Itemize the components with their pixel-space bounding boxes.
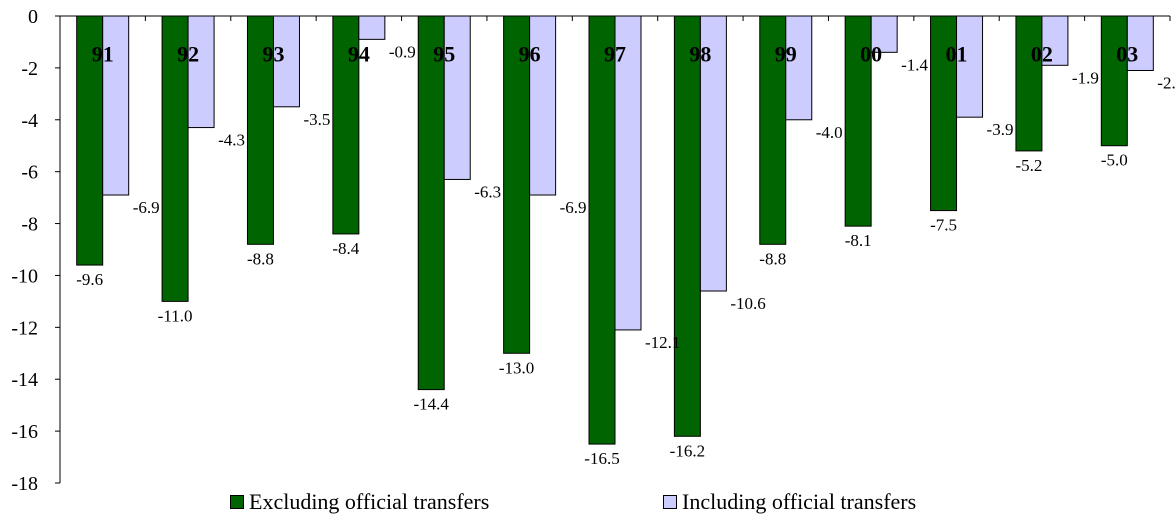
category-label: 97 (604, 41, 626, 66)
chart-legend: Excluding official transfers Including o… (0, 489, 1176, 519)
bar-including (102, 15, 130, 196)
bar-excluding (161, 15, 189, 302)
category-label: 99 (775, 41, 797, 66)
category-label: 02 (1031, 41, 1053, 66)
data-label-excluding: -9.6 (76, 270, 103, 289)
data-label-including: -10.6 (730, 294, 765, 313)
bar-excluding (844, 15, 872, 227)
data-label-including: -6.9 (133, 198, 160, 217)
category-label: 96 (519, 41, 541, 66)
y-tick-label: -6 (21, 162, 38, 184)
y-tick-label: -12 (11, 317, 38, 339)
category-label: 03 (1116, 41, 1138, 66)
bar-excluding (673, 15, 701, 437)
data-label-excluding: -8.8 (247, 249, 274, 268)
bar-including (614, 15, 642, 331)
bar-including (1126, 15, 1154, 71)
data-label-excluding: -16.5 (584, 449, 619, 468)
y-tick-label: -10 (11, 265, 38, 287)
data-label-including: -6.3 (474, 182, 501, 201)
data-label-including: -0.9 (389, 42, 416, 61)
bar-including (358, 15, 386, 40)
bar-excluding (503, 15, 531, 354)
bar-excluding (332, 15, 360, 235)
category-label: 94 (348, 41, 370, 66)
data-label-excluding: -16.2 (670, 441, 705, 460)
data-label-including: -12.1 (645, 333, 680, 352)
data-label-excluding: -11.0 (158, 306, 193, 325)
category-label: 01 (946, 41, 968, 66)
data-label-excluding: -8.4 (332, 239, 359, 258)
y-tick-label: -16 (11, 421, 38, 443)
legend-swatch-excluding (230, 495, 244, 509)
bar-including (187, 15, 215, 129)
y-tick-label: -14 (11, 369, 38, 391)
data-label-including: -3.9 (987, 120, 1014, 139)
legend-label-including: Including official transfers (682, 489, 917, 514)
data-label-excluding: -8.8 (759, 249, 786, 268)
category-label: 95 (433, 41, 455, 66)
category-label: 93 (262, 41, 284, 66)
bar-excluding (759, 15, 787, 245)
category-label: 00 (860, 41, 882, 66)
y-tick-label: -8 (21, 214, 38, 236)
data-label-including: -4.0 (816, 123, 843, 142)
bar-including (443, 15, 471, 180)
chart-labels: -9.6 -6.9 91 -11.0 -4.3 92 -8.8 -3.5 93 -8.4 -0.9 9… (76, 41, 1176, 468)
data-label-including: -3.5 (303, 110, 330, 129)
bar-including (699, 15, 727, 292)
data-label-including: -4.3 (218, 131, 245, 150)
chart-axes: 0 -2 -4 -6 -8 -10 -12 -14 -16 -18 (11, 6, 1171, 495)
category-label: 91 (92, 41, 114, 66)
bar-excluding (1015, 15, 1043, 152)
bar-including (1041, 15, 1069, 66)
legend-item-including: Including official transfers (663, 489, 916, 515)
data-label-including: -1.4 (901, 55, 928, 74)
data-label-including: -6.9 (560, 198, 587, 217)
bar-excluding (1100, 15, 1128, 147)
data-label-including: -2.1 (1157, 73, 1176, 92)
bar-including (956, 15, 984, 118)
y-tick-label: -2 (21, 58, 38, 80)
category-label: 92 (177, 41, 199, 66)
bar-including (272, 15, 300, 108)
bar-excluding (930, 15, 958, 212)
data-label-excluding: -8.1 (845, 231, 872, 250)
bar-including (529, 15, 557, 196)
bar-including (785, 15, 813, 121)
data-label-excluding: -13.0 (499, 358, 534, 377)
bar-excluding (588, 15, 616, 445)
y-tick-label: -18 (11, 473, 38, 495)
data-label-excluding: -14.4 (414, 395, 450, 414)
chart-bars (76, 15, 1154, 445)
bar-including (870, 15, 898, 53)
category-label: 98 (689, 41, 711, 66)
bar-excluding (246, 15, 274, 245)
legend-label-excluding: Excluding official transfers (249, 489, 490, 514)
data-label-including: -1.9 (1072, 68, 1099, 87)
data-label-excluding: -5.2 (1015, 156, 1042, 175)
bar-excluding (417, 15, 445, 391)
data-label-excluding: -5.0 (1101, 151, 1128, 170)
legend-item-excluding: Excluding official transfers (230, 489, 489, 515)
legend-swatch-including (663, 495, 677, 509)
y-tick-label: -4 (21, 110, 38, 132)
y-tick-label: 0 (28, 6, 38, 28)
data-label-excluding: -7.5 (930, 216, 957, 235)
